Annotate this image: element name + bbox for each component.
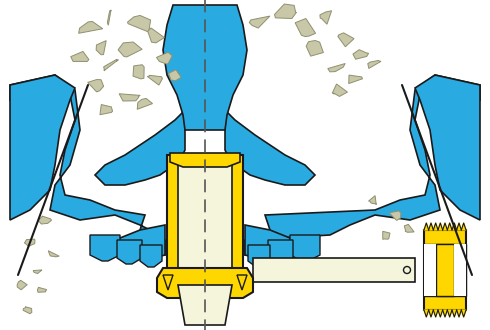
Bar [253,258,415,282]
Polygon shape [461,310,466,317]
Polygon shape [24,239,35,246]
Polygon shape [49,251,59,257]
Polygon shape [438,310,442,317]
Polygon shape [442,223,447,230]
Polygon shape [389,211,401,220]
Bar [454,244,466,296]
Polygon shape [433,223,438,230]
Bar [424,244,436,296]
Polygon shape [38,216,51,224]
Polygon shape [274,4,296,18]
Bar [167,155,243,285]
Polygon shape [442,310,447,317]
Polygon shape [90,235,120,261]
Polygon shape [88,80,103,92]
Polygon shape [457,310,461,317]
Polygon shape [447,310,452,317]
Polygon shape [169,70,181,81]
Polygon shape [320,11,332,24]
Circle shape [403,267,411,274]
Polygon shape [452,223,457,230]
Polygon shape [33,270,42,274]
Polygon shape [248,245,270,267]
Polygon shape [104,59,119,71]
Polygon shape [17,280,27,290]
Polygon shape [23,307,32,314]
Polygon shape [147,75,162,85]
Polygon shape [225,110,315,185]
Polygon shape [338,33,354,47]
Polygon shape [295,18,316,37]
Polygon shape [404,224,414,232]
Polygon shape [353,50,368,59]
Polygon shape [107,10,111,25]
Polygon shape [137,98,152,109]
Polygon shape [117,240,142,264]
Bar [424,230,466,310]
Polygon shape [461,223,466,230]
Polygon shape [245,225,295,260]
Polygon shape [424,310,429,317]
Polygon shape [332,84,347,96]
Polygon shape [133,65,144,79]
Polygon shape [438,223,442,230]
Polygon shape [178,285,232,325]
Polygon shape [163,5,247,130]
Polygon shape [383,231,390,239]
Polygon shape [424,223,429,230]
Polygon shape [368,196,376,205]
Polygon shape [429,223,433,230]
Polygon shape [10,75,75,220]
Polygon shape [429,310,433,317]
Polygon shape [163,275,173,290]
Polygon shape [115,225,165,260]
Polygon shape [170,153,240,167]
Polygon shape [457,223,461,230]
Polygon shape [447,223,452,230]
Polygon shape [249,16,270,28]
Polygon shape [118,42,142,57]
Polygon shape [452,310,457,317]
Polygon shape [156,52,172,64]
Polygon shape [349,75,363,83]
Polygon shape [37,287,47,292]
Polygon shape [71,51,89,61]
Polygon shape [119,94,140,101]
Bar [436,244,454,296]
Polygon shape [157,268,253,298]
Polygon shape [100,105,113,115]
Polygon shape [290,235,320,261]
Polygon shape [415,75,480,220]
Polygon shape [237,275,247,290]
Polygon shape [368,60,381,68]
Polygon shape [306,41,323,56]
Polygon shape [433,310,438,317]
Bar [178,158,232,285]
Polygon shape [95,110,185,185]
Polygon shape [328,63,345,72]
Bar [424,244,466,296]
Polygon shape [245,75,480,255]
Polygon shape [96,41,106,55]
Polygon shape [79,21,103,33]
Polygon shape [140,245,162,267]
Polygon shape [148,28,164,43]
Polygon shape [10,75,165,255]
Polygon shape [127,16,150,32]
Polygon shape [268,240,293,264]
